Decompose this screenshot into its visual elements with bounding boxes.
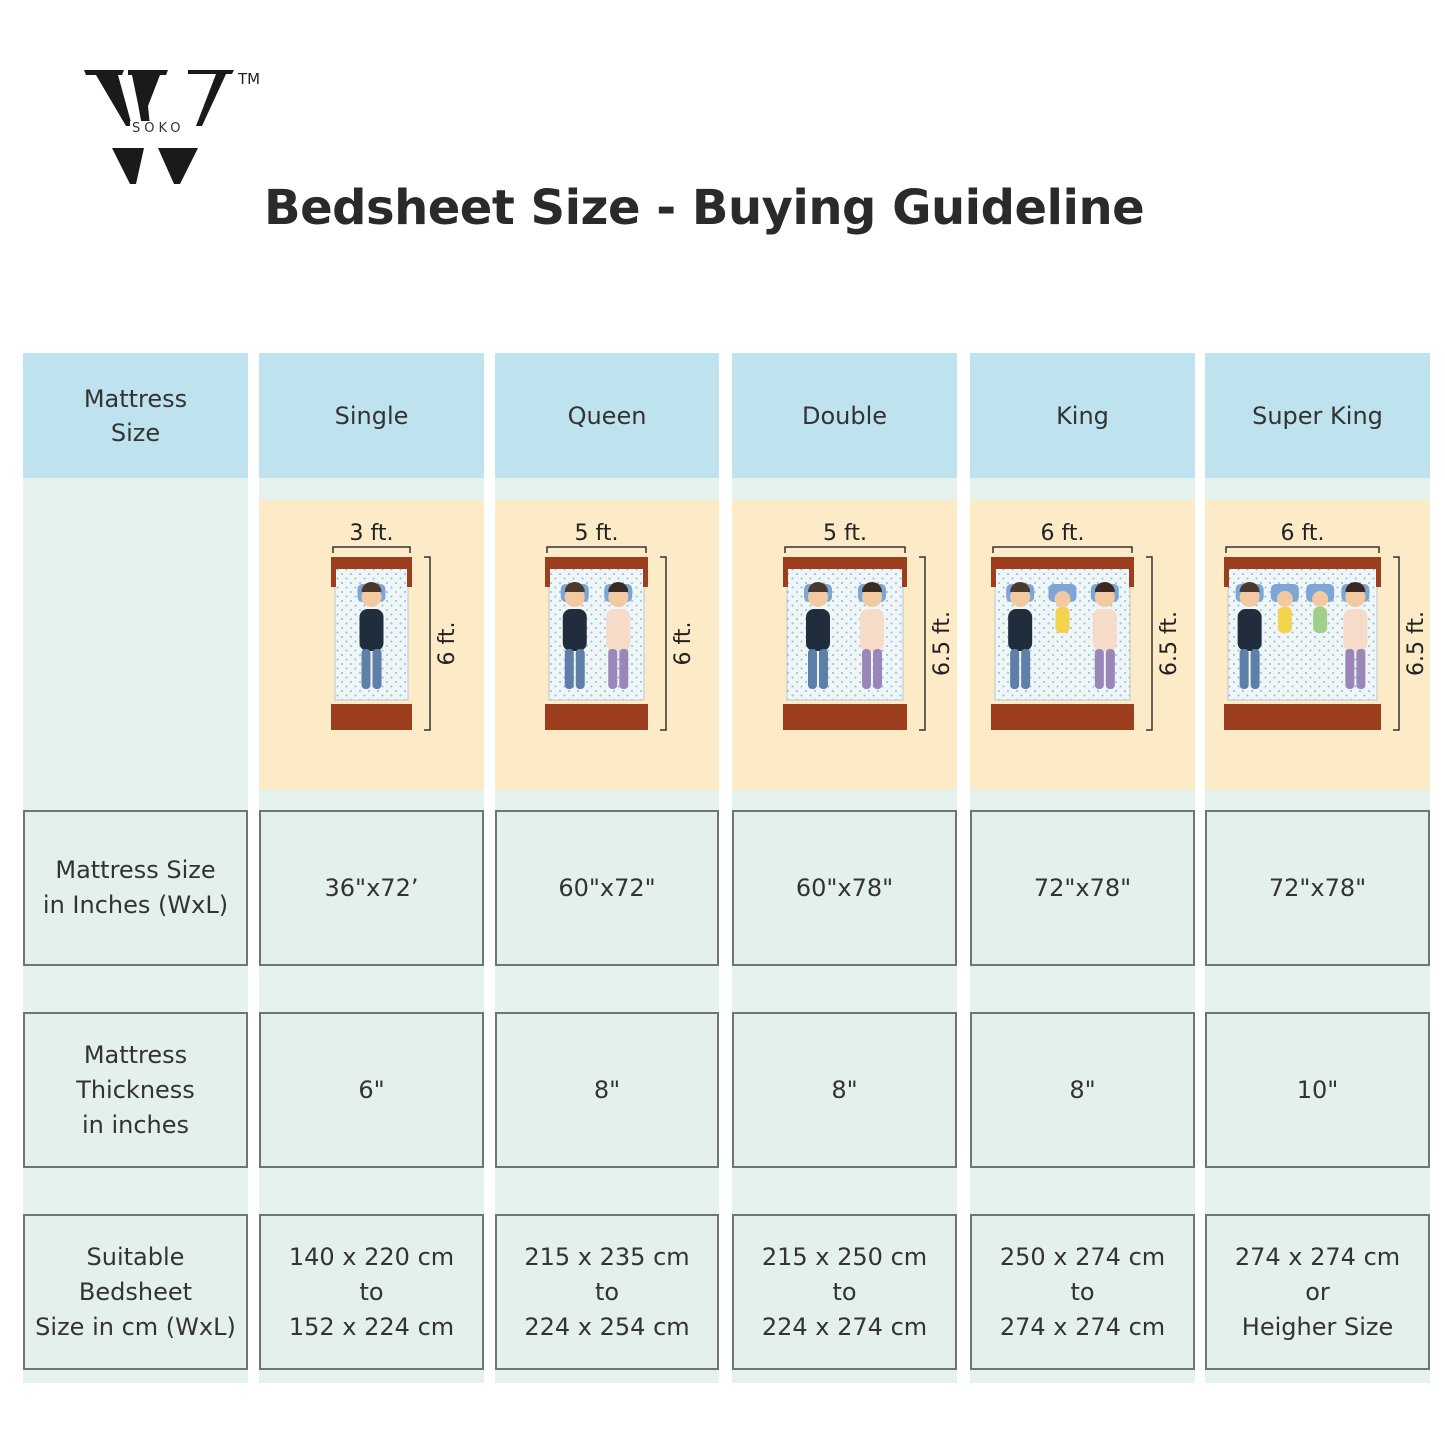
label-mattress-thickness: Mattress Thickness in inches [23,1012,248,1168]
w-logo-icon [84,70,234,184]
column-single: Single 3 ft. 6 ft. 36"x72’ 6" 140 x 220 c… [259,353,484,1383]
length-label: 6.5 ft. [930,611,955,676]
sleeping-person [1235,582,1264,689]
header-super-king: Super King [1205,353,1430,478]
width-bracket [332,546,411,553]
length-label: 6 ft. [671,622,696,666]
logo-text: SOKO [130,121,187,136]
width-bracket [1225,546,1380,553]
sleeping-person [604,582,633,689]
bed-super-king-illustration: 6 ft. 6.5 ft. [1224,521,1429,731]
sleeping-person [858,582,886,689]
width-bracket [546,546,647,553]
footboard [1224,704,1381,730]
length-label: 6.5 ft. [1157,611,1182,676]
footboard [783,704,907,730]
sleeping-person [1341,582,1370,689]
bed-single-illustration: 3 ft. 6 ft. [331,521,460,731]
width-label: 3 ft. [350,521,394,546]
bedsheet-size-super-king: 274 x 274 cm or Heigher Size [1205,1214,1430,1370]
thickness-single: 6" [259,1012,484,1168]
column-double: Double 5 ft. 6.5 ft. 60"x78" 8" 215 x 250… [732,353,957,1383]
length-label: 6 ft. [435,622,460,666]
footboard [331,704,412,730]
mattress-inches-single: 36"x72’ [259,810,484,966]
sleeping-person [804,582,832,689]
length-label: 6.5 ft. [1404,611,1429,676]
page-title: Bedsheet Size - Buying Guideline [264,180,1145,236]
width-bracket [992,546,1133,553]
bedsheet-size-double: 215 x 250 cm to 224 x 274 cm [732,1214,957,1370]
sleeping-person [1270,584,1299,633]
width-label: 5 ft. [823,521,867,546]
bed-double-illustration: 5 ft. 6.5 ft. [783,521,955,731]
sleeping-person [560,582,589,689]
sleeping-person [1006,582,1035,689]
header-king: King [970,353,1195,478]
sleeping-person [1306,584,1335,633]
mattress-inches-king: 72"x78" [970,810,1195,966]
width-label: 6 ft. [1041,521,1085,546]
width-bracket [784,546,906,553]
headboard [991,557,1134,569]
sleeping-person [357,582,386,689]
sleeping-person [1048,584,1077,633]
column-super-king: Super King 6 ft. 6.5 ft. 72"x78" 10" 274 … [1205,353,1430,1383]
mattress-inches-super-king: 72"x78" [1205,810,1430,966]
mattress-inches-double: 60"x78" [732,810,957,966]
bedsheet-size-king: 250 x 274 cm to 274 x 274 cm [970,1214,1195,1370]
length-bracket [919,556,926,731]
header-double: Double [732,353,957,478]
footboard [545,704,648,730]
sleeping-person [1090,582,1119,689]
label-mattress-inches: Mattress Size in Inches (WxL) [23,810,248,966]
bedsheet-size-queen: 215 x 235 cm to 224 x 254 cm [495,1214,719,1370]
row-label-column: Mattress Size Mattress Size in Inches (W… [23,353,248,1383]
header-mattress-size: Mattress Size [23,353,248,478]
thickness-double: 8" [732,1012,957,1168]
width-label: 6 ft. [1281,521,1325,546]
length-bracket [424,556,431,731]
bedsheet-size-single: 140 x 220 cm to 152 x 224 cm [259,1214,484,1370]
header-queen: Queen [495,353,719,478]
thickness-super-king: 10" [1205,1012,1430,1168]
length-bracket [660,556,667,731]
mattress-inches-queen: 60"x72" [495,810,719,966]
length-bracket [1393,556,1400,731]
bed-queen-illustration: 5 ft. 6 ft. [545,521,696,731]
width-label: 5 ft. [575,521,619,546]
label-bedsheet-size: Suitable Bedsheet Size in cm (WxL) [23,1214,248,1370]
column-queen: Queen 5 ft. 6 ft. 60"x72" 8" 215 x 235 cm… [495,353,719,1383]
length-bracket [1146,556,1153,731]
header-single: Single [259,353,484,478]
footboard [991,704,1134,730]
thickness-king: 8" [970,1012,1195,1168]
headboard [783,557,907,569]
headboard [1224,557,1381,569]
headboard [331,557,412,569]
trademark: TM [238,70,261,88]
headboard [545,557,648,569]
column-king: King 6 ft. 6.5 ft. 72"x78" 8" 250 x 274 c… [970,353,1195,1383]
thickness-queen: 8" [495,1012,719,1168]
bed-king-illustration: 6 ft. 6.5 ft. [991,521,1182,731]
